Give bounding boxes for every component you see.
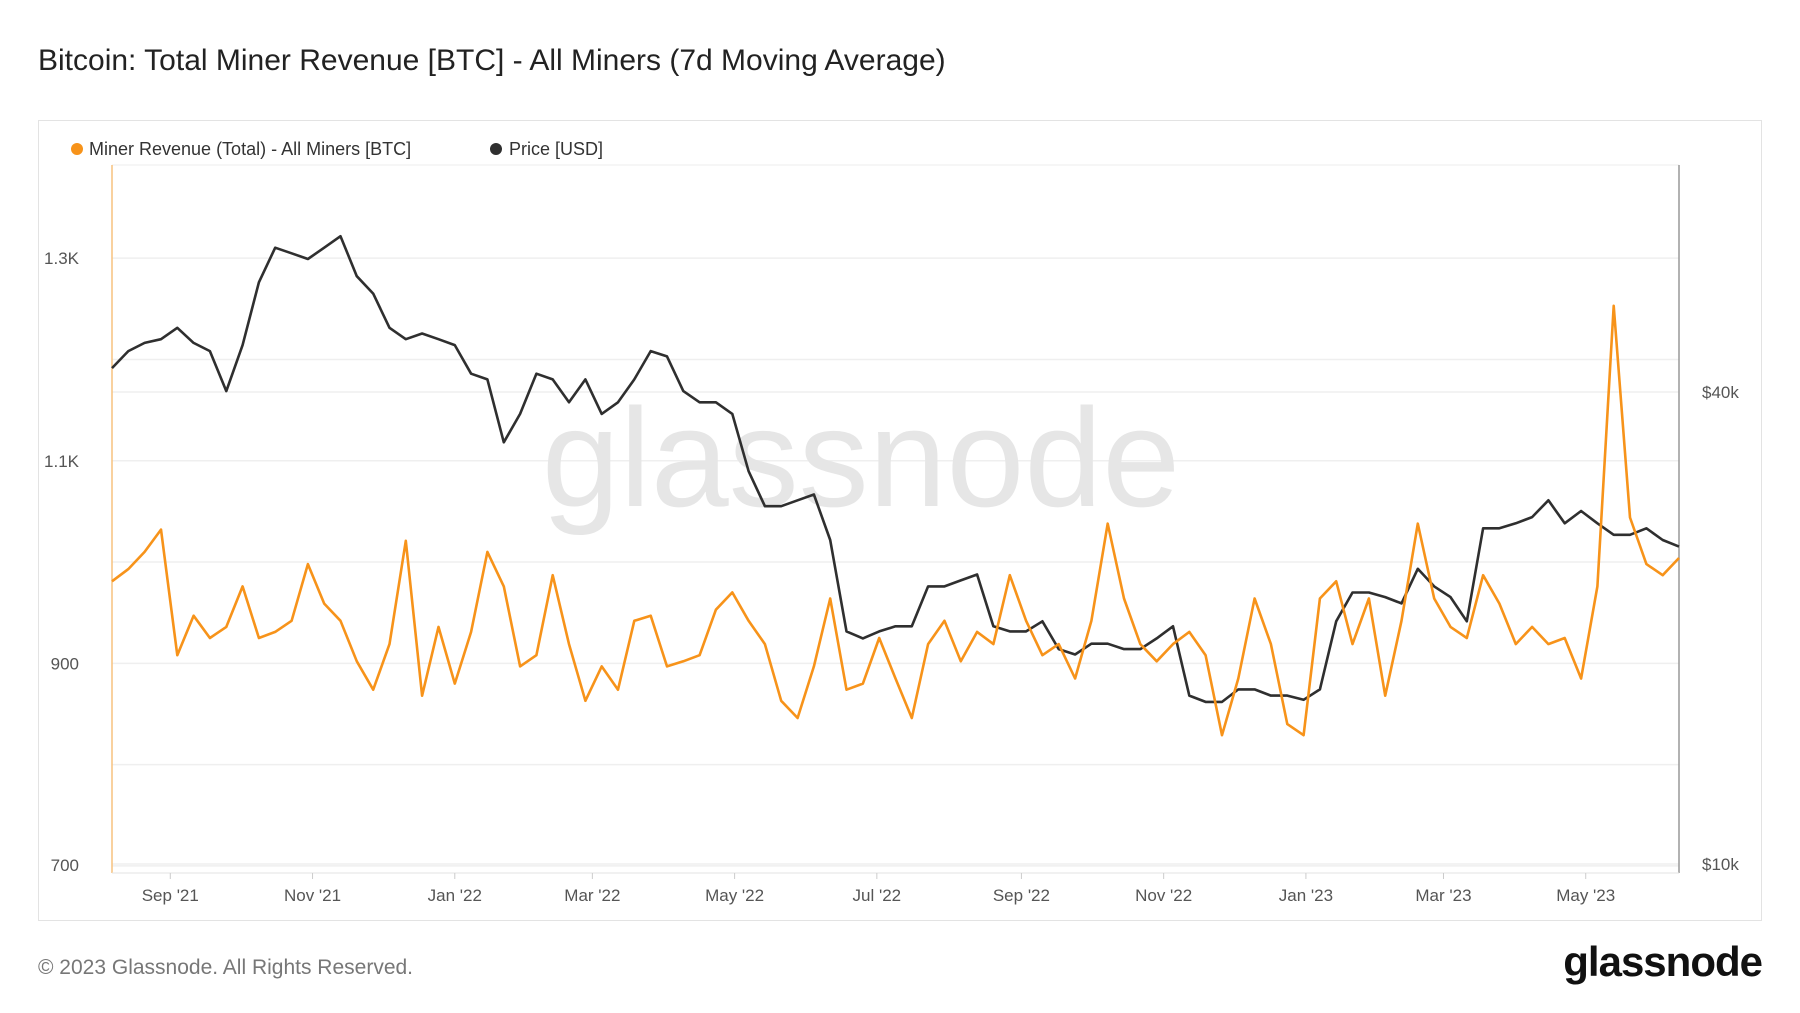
x-tick-label: Mar '23 [1415,886,1471,905]
legend-price[interactable]: Price [USD] [509,139,603,159]
series-group [111,234,1680,737]
y-left-tick-label: 1.1K [44,452,80,471]
chart-container: glassnode 700 900 1.1K 1.3K $10k $40k Sep '21 N… [38,120,1762,921]
legend-revenue[interactable]: Miner Revenue (Total) - All Miners [BTC] [89,139,411,159]
x-tick-label: Sep '21 [142,886,199,905]
y-left-tick-label: 900 [51,654,79,673]
price-line [111,234,1680,704]
y-right-tick-label: $40k [1702,383,1739,402]
chart-title: Bitcoin: Total Miner Revenue [BTC] - All… [38,44,946,77]
miner-revenue-line [111,304,1680,737]
watermark: glassnode [542,379,1180,536]
gridlines [112,164,1679,867]
glassnode-logo: glassnode [1563,938,1763,985]
x-tick-label: Jan '22 [428,886,482,905]
legend: Miner Revenue (Total) - All Miners [BTC]… [71,139,603,159]
x-tick-label: Mar '22 [564,886,620,905]
legend-marker-revenue [71,143,83,155]
x-tick-label: Sep '22 [993,886,1050,905]
x-tick-label: May '23 [1556,886,1615,905]
legend-marker-price [490,143,502,155]
x-tick-label: Jul '22 [853,886,902,905]
axes-labels: 700 900 1.1K 1.3K $10k $40k Sep '21 Nov '21 Jan … [44,249,1739,905]
x-tick-label: May '22 [705,886,764,905]
x-tick-label: Nov '22 [1135,886,1192,905]
x-tick-label: Jan '23 [1279,886,1333,905]
x-tick-label: Nov '21 [284,886,341,905]
y-left-tick-label: 700 [51,856,79,875]
copyright: © 2023 Glassnode. All Rights Reserved. [38,956,414,979]
y-right-tick-label: $10k [1702,855,1739,874]
chart-plot: glassnode 700 900 1.1K 1.3K $10k $40k Sep '21 N… [44,139,1739,905]
y-left-tick-label: 1.3K [44,249,80,268]
